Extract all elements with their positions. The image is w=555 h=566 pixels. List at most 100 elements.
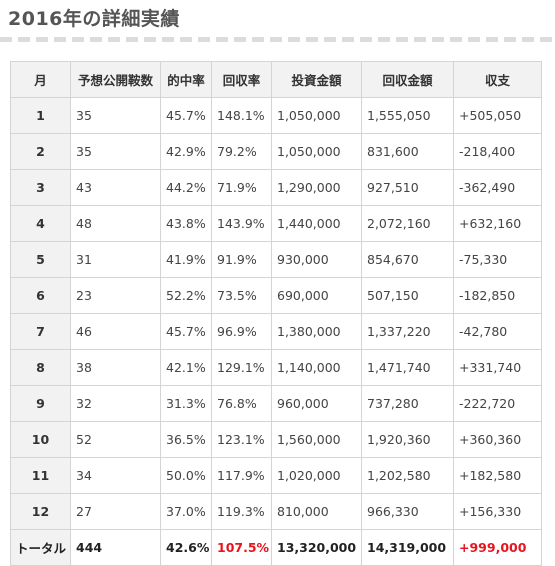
cell-races: 31 <box>70 241 161 278</box>
cell-balance: -75,330 <box>453 241 542 278</box>
cell-investment: 1,440,000 <box>271 205 362 242</box>
cell-races: 23 <box>70 277 161 314</box>
total-label: トータル <box>10 529 71 566</box>
table-row: 5 31 41.9% 91.9% 930,000 854,670 -75,330 <box>10 241 542 278</box>
cell-balance: -362,490 <box>453 169 542 206</box>
cell-investment: 1,290,000 <box>271 169 362 206</box>
cell-hit-rate: 42.1% <box>160 349 212 386</box>
cell-balance: -42,780 <box>453 313 542 350</box>
cell-races: 27 <box>70 493 161 530</box>
cell-balance: -222,720 <box>453 385 542 422</box>
cell-returned: 507,150 <box>361 277 454 314</box>
total-races: 444 <box>70 529 161 566</box>
table-row: 12 27 37.0% 119.3% 810,000 966,330 +156,… <box>10 493 542 530</box>
cell-hit-rate: 45.7% <box>160 97 212 134</box>
table-row: 8 38 42.1% 129.1% 1,140,000 1,471,740 +3… <box>10 349 542 386</box>
header-balance: 収支 <box>453 61 542 98</box>
cell-investment: 1,140,000 <box>271 349 362 386</box>
total-row: トータル 444 42.6% 107.5% 13,320,000 14,319,… <box>10 529 542 566</box>
cell-races: 48 <box>70 205 161 242</box>
table-row: 4 48 43.8% 143.9% 1,440,000 2,072,160 +6… <box>10 205 542 242</box>
cell-returned: 927,510 <box>361 169 454 206</box>
cell-balance: +156,330 <box>453 493 542 530</box>
cell-investment: 1,020,000 <box>271 457 362 494</box>
cell-returned: 737,280 <box>361 385 454 422</box>
cell-balance: +331,740 <box>453 349 542 386</box>
cell-balance: -218,400 <box>453 133 542 170</box>
cell-recovery-rate: 123.1% <box>211 421 272 458</box>
cell-recovery-rate: 96.9% <box>211 313 272 350</box>
table-row: 1 35 45.7% 148.1% 1,050,000 1,555,050 +5… <box>10 97 542 134</box>
cell-hit-rate: 31.3% <box>160 385 212 422</box>
cell-returned: 1,471,740 <box>361 349 454 386</box>
header-races: 予想公開鞍数 <box>70 61 161 98</box>
table-row: 7 46 45.7% 96.9% 1,380,000 1,337,220 -42… <box>10 313 542 350</box>
cell-races: 52 <box>70 421 161 458</box>
cell-investment: 1,560,000 <box>271 421 362 458</box>
cell-month: 3 <box>10 169 71 206</box>
cell-investment: 1,380,000 <box>271 313 362 350</box>
cell-races: 43 <box>70 169 161 206</box>
cell-balance: +182,580 <box>453 457 542 494</box>
table-row: 6 23 52.2% 73.5% 690,000 507,150 -182,85… <box>10 277 542 314</box>
cell-month: 8 <box>10 349 71 386</box>
cell-returned: 854,670 <box>361 241 454 278</box>
table-row: 2 35 42.9% 79.2% 1,050,000 831,600 -218,… <box>10 133 542 170</box>
header-investment: 投資金額 <box>271 61 362 98</box>
cell-races: 32 <box>70 385 161 422</box>
cell-hit-rate: 52.2% <box>160 277 212 314</box>
table-row: 10 52 36.5% 123.1% 1,560,000 1,920,360 +… <box>10 421 542 458</box>
cell-hit-rate: 41.9% <box>160 241 212 278</box>
cell-hit-rate: 37.0% <box>160 493 212 530</box>
cell-investment: 960,000 <box>271 385 362 422</box>
cell-hit-rate: 36.5% <box>160 421 212 458</box>
results-table: 月 予想公開鞍数 的中率 回収率 投資金額 回収金額 収支 1 35 45.7%… <box>10 61 542 566</box>
cell-recovery-rate: 76.8% <box>211 385 272 422</box>
cell-balance: -182,850 <box>453 277 542 314</box>
cell-recovery-rate: 91.9% <box>211 241 272 278</box>
cell-hit-rate: 50.0% <box>160 457 212 494</box>
cell-hit-rate: 43.8% <box>160 205 212 242</box>
cell-investment: 1,050,000 <box>271 133 362 170</box>
cell-recovery-rate: 119.3% <box>211 493 272 530</box>
cell-hit-rate: 44.2% <box>160 169 212 206</box>
cell-month: 6 <box>10 277 71 314</box>
total-recovery-rate: 107.5% <box>211 529 272 566</box>
header-recovery-rate: 回収率 <box>211 61 272 98</box>
cell-recovery-rate: 79.2% <box>211 133 272 170</box>
cell-returned: 1,337,220 <box>361 313 454 350</box>
header-month: 月 <box>10 61 71 98</box>
cell-recovery-rate: 71.9% <box>211 169 272 206</box>
cell-returned: 1,920,360 <box>361 421 454 458</box>
cell-month: 11 <box>10 457 71 494</box>
cell-returned: 1,555,050 <box>361 97 454 134</box>
cell-recovery-rate: 117.9% <box>211 457 272 494</box>
total-hit-rate: 42.6% <box>160 529 212 566</box>
cell-investment: 810,000 <box>271 493 362 530</box>
table-row: 9 32 31.3% 76.8% 960,000 737,280 -222,72… <box>10 385 542 422</box>
dashed-divider <box>0 37 555 42</box>
cell-recovery-rate: 148.1% <box>211 97 272 134</box>
cell-returned: 1,202,580 <box>361 457 454 494</box>
cell-month: 2 <box>10 133 71 170</box>
cell-races: 46 <box>70 313 161 350</box>
page-title: 2016年の詳細実績 <box>8 8 180 30</box>
table-body: 1 35 45.7% 148.1% 1,050,000 1,555,050 +5… <box>10 97 542 566</box>
cell-recovery-rate: 143.9% <box>211 205 272 242</box>
cell-recovery-rate: 73.5% <box>211 277 272 314</box>
cell-month: 7 <box>10 313 71 350</box>
cell-returned: 831,600 <box>361 133 454 170</box>
table-row: 3 43 44.2% 71.9% 1,290,000 927,510 -362,… <box>10 169 542 206</box>
table-row: 11 34 50.0% 117.9% 1,020,000 1,202,580 +… <box>10 457 542 494</box>
cell-month: 1 <box>10 97 71 134</box>
cell-investment: 690,000 <box>271 277 362 314</box>
cell-month: 12 <box>10 493 71 530</box>
page: 2016年の詳細実績 月 予想公開鞍数 的中率 回収率 投資金額 回収金額 収支… <box>0 8 555 566</box>
cell-month: 4 <box>10 205 71 242</box>
total-returned: 14,319,000 <box>361 529 454 566</box>
cell-month: 10 <box>10 421 71 458</box>
total-investment: 13,320,000 <box>271 529 362 566</box>
cell-returned: 2,072,160 <box>361 205 454 242</box>
cell-races: 38 <box>70 349 161 386</box>
cell-returned: 966,330 <box>361 493 454 530</box>
